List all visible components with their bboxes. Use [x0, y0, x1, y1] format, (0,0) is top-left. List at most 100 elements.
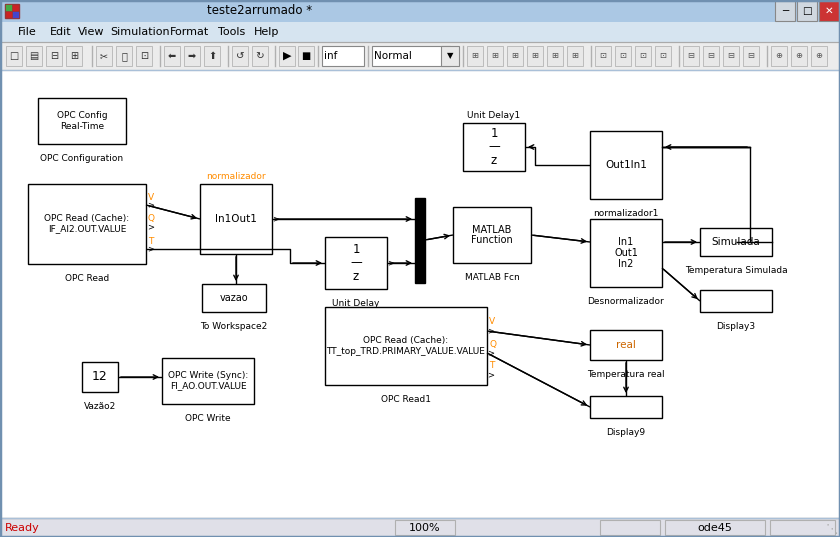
- Bar: [395, 520, 455, 535]
- Bar: [635, 46, 651, 66]
- Bar: [743, 46, 759, 66]
- Bar: [322, 46, 364, 66]
- Text: ■: ■: [302, 51, 311, 61]
- Text: Vazão2: Vazão2: [84, 402, 116, 411]
- Bar: [26, 46, 42, 66]
- Bar: [0, 70, 840, 518]
- Text: Normal: Normal: [374, 51, 412, 61]
- Bar: [700, 290, 772, 312]
- Text: OPC Read: OPC Read: [65, 274, 109, 283]
- Text: ⎘: ⎘: [121, 51, 127, 61]
- Bar: [232, 46, 248, 66]
- Text: OPC Read (Cache):: OPC Read (Cache):: [364, 337, 449, 345]
- Text: >: >: [147, 222, 154, 231]
- Text: ↻: ↻: [255, 51, 265, 61]
- Bar: [136, 46, 152, 66]
- Text: FI_AO.OUT.VALUE: FI_AO.OUT.VALUE: [170, 381, 246, 390]
- Text: Unit Delay: Unit Delay: [333, 299, 380, 308]
- Text: Q: Q: [148, 214, 155, 223]
- Text: ⊡: ⊡: [600, 52, 606, 61]
- Text: T: T: [489, 361, 495, 371]
- Text: >: >: [487, 326, 494, 336]
- Bar: [819, 1, 839, 21]
- Text: real: real: [616, 340, 636, 350]
- Text: teste2arrumado *: teste2arrumado *: [207, 4, 312, 18]
- Text: Temperatura real: Temperatura real: [587, 370, 664, 379]
- Bar: [202, 284, 266, 312]
- Text: Edit: Edit: [50, 27, 71, 37]
- Text: In1Out1: In1Out1: [215, 214, 257, 224]
- Text: In1: In1: [618, 237, 633, 247]
- Text: ⊕: ⊕: [775, 52, 783, 61]
- Bar: [723, 46, 739, 66]
- Text: Unit Delay1: Unit Delay1: [467, 111, 521, 120]
- Bar: [683, 46, 699, 66]
- Bar: [567, 46, 583, 66]
- Bar: [5, 4, 19, 18]
- Bar: [441, 46, 459, 66]
- Text: ⊟: ⊟: [727, 52, 734, 61]
- Bar: [204, 46, 220, 66]
- Bar: [184, 46, 200, 66]
- Text: Display3: Display3: [717, 322, 755, 331]
- Bar: [38, 98, 126, 144]
- Text: 100%: 100%: [409, 523, 441, 533]
- Text: ⊕: ⊕: [816, 52, 822, 61]
- Text: ⬆: ⬆: [208, 51, 216, 61]
- Text: □: □: [802, 6, 812, 16]
- Text: Function: Function: [471, 235, 513, 245]
- Text: 1: 1: [352, 243, 360, 256]
- Bar: [797, 1, 817, 21]
- Bar: [453, 207, 531, 263]
- Bar: [46, 46, 62, 66]
- Text: normalizador1: normalizador1: [593, 209, 659, 218]
- Text: —: —: [350, 257, 362, 270]
- Text: ─: ─: [782, 6, 788, 16]
- Bar: [279, 46, 295, 66]
- Bar: [164, 46, 180, 66]
- Text: >: >: [387, 258, 394, 267]
- Text: ✂: ✂: [100, 51, 108, 61]
- Text: ⬅: ⬅: [168, 51, 176, 61]
- Bar: [547, 46, 563, 66]
- Text: Q: Q: [489, 339, 496, 349]
- Text: ode45: ode45: [697, 523, 732, 533]
- Text: ⊞: ⊞: [571, 52, 579, 61]
- Text: 12: 12: [92, 371, 108, 383]
- Text: Tools: Tools: [218, 27, 245, 37]
- Text: MATLAB: MATLAB: [472, 224, 512, 235]
- Bar: [0, 0, 840, 22]
- Text: ⊡: ⊡: [659, 52, 666, 61]
- Text: □: □: [9, 51, 18, 61]
- Text: V: V: [148, 192, 154, 201]
- Text: >: >: [487, 371, 494, 380]
- Bar: [28, 184, 146, 264]
- Bar: [96, 46, 112, 66]
- Bar: [372, 46, 450, 66]
- Bar: [590, 131, 662, 199]
- Text: ⊕: ⊕: [795, 52, 802, 61]
- Bar: [467, 46, 483, 66]
- Text: File: File: [18, 27, 37, 37]
- Text: TT_top_TRD.PRIMARY_VALUE.VALUE: TT_top_TRD.PRIMARY_VALUE.VALUE: [327, 346, 486, 355]
- Bar: [252, 46, 268, 66]
- Text: To Workspace2: To Workspace2: [201, 322, 268, 331]
- Text: ⊡: ⊡: [639, 52, 647, 61]
- Bar: [298, 46, 314, 66]
- Text: OPC Config: OPC Config: [56, 112, 108, 120]
- Text: Format: Format: [170, 27, 209, 37]
- Bar: [770, 520, 835, 535]
- Text: Help: Help: [254, 27, 280, 37]
- Text: IF_AI2.OUT.VALUE: IF_AI2.OUT.VALUE: [48, 224, 126, 234]
- Bar: [655, 46, 671, 66]
- Bar: [12, 11, 19, 18]
- Text: ⊡: ⊡: [620, 52, 627, 61]
- Text: OPC Write (Sync):: OPC Write (Sync):: [168, 372, 248, 380]
- Text: OPC Write: OPC Write: [185, 414, 231, 423]
- Bar: [0, 518, 840, 537]
- Text: ⊟: ⊟: [707, 52, 715, 61]
- Bar: [700, 228, 772, 256]
- Bar: [811, 46, 827, 66]
- Text: T: T: [148, 236, 154, 245]
- Text: normalizador: normalizador: [206, 172, 265, 181]
